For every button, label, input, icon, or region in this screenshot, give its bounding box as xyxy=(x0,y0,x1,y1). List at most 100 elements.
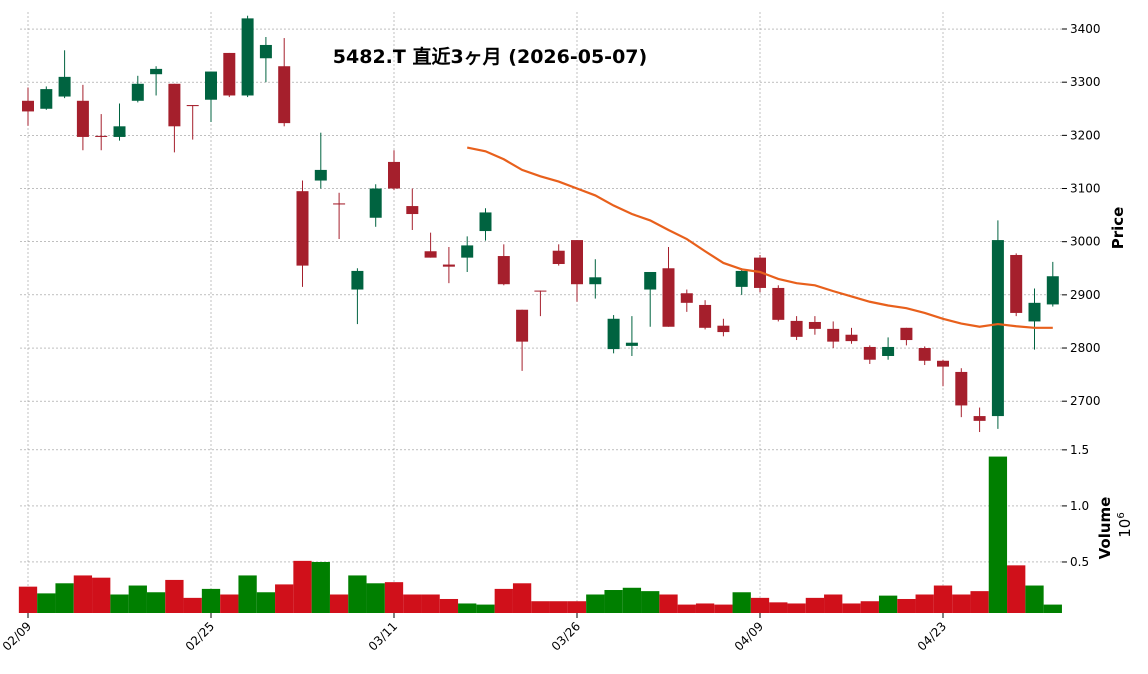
y-tick-label: 2700 xyxy=(1070,394,1101,408)
volume-bar xyxy=(988,456,1008,613)
volume-bar xyxy=(933,585,953,613)
volume-bar xyxy=(37,593,56,613)
volume-bar xyxy=(805,597,825,613)
y2-tick-label: 0.5 xyxy=(1070,555,1089,569)
y2-tick-label: 1.0 xyxy=(1070,499,1089,513)
volume-bar xyxy=(915,594,934,613)
y-tick-label: 3000 xyxy=(1070,235,1101,249)
candle-body xyxy=(442,264,455,267)
volume-bar xyxy=(1025,585,1044,613)
volume-bar xyxy=(311,561,330,613)
candle-body xyxy=(955,371,968,406)
candle-body xyxy=(607,318,620,350)
candle-body xyxy=(406,206,419,215)
volume-bar xyxy=(384,582,404,613)
candle-body xyxy=(424,251,437,258)
volume-bar xyxy=(201,588,221,613)
candle-body xyxy=(113,126,126,137)
candle-body xyxy=(351,270,364,290)
candle-body xyxy=(680,293,693,303)
volume-bar xyxy=(476,604,495,613)
candle-body xyxy=(735,270,748,287)
candle-body xyxy=(205,71,217,100)
candle-body xyxy=(388,161,400,189)
volume-bar xyxy=(494,588,513,613)
candle-body xyxy=(223,52,236,96)
volume-bar xyxy=(348,575,367,613)
x-tick-label: 02/09 xyxy=(0,619,34,653)
volume-bar xyxy=(1007,565,1026,613)
volume-bar xyxy=(567,601,587,613)
volume-bar xyxy=(878,595,898,613)
volume-bar xyxy=(970,591,989,613)
volume-bar xyxy=(787,603,806,613)
volume-bar xyxy=(714,604,733,613)
volume-bar xyxy=(128,585,147,613)
candle-body xyxy=(369,188,382,218)
candle-body xyxy=(827,328,840,342)
volume-bar xyxy=(165,579,184,613)
volume-bar xyxy=(275,584,294,613)
volume-bar xyxy=(18,586,38,613)
candle-body xyxy=(973,416,986,421)
candle-body xyxy=(644,271,657,290)
candle-body xyxy=(991,240,1004,417)
volume-bar xyxy=(641,591,660,613)
volume-bar xyxy=(531,601,550,613)
offset-exponent: 6 xyxy=(1116,512,1127,518)
volume-bar xyxy=(695,603,715,613)
volume-bar xyxy=(73,575,93,613)
volume-bar xyxy=(220,594,239,613)
x-tick-label: 02/25 xyxy=(183,619,217,653)
volume-bar xyxy=(293,560,312,613)
moving-average-line xyxy=(466,146,1053,329)
y-tick-label: 2800 xyxy=(1070,341,1101,355)
volume-bar xyxy=(659,594,678,613)
chart-title: 5482.T 直近3ヶ月 (2026-05-07) xyxy=(333,45,647,68)
volume-bar xyxy=(55,583,74,613)
candle-body xyxy=(808,321,821,329)
y-tick-label: 3400 xyxy=(1070,22,1101,36)
volume-bar xyxy=(769,602,788,613)
candle-body xyxy=(863,346,876,360)
volume-bar xyxy=(586,594,605,613)
volume-bar xyxy=(403,594,422,613)
candle-body xyxy=(845,334,858,342)
volume-bar xyxy=(458,603,477,613)
volume-bar xyxy=(622,587,642,613)
x-tick-label: 04/23 xyxy=(915,619,949,653)
y2-tick-label: 1.5 xyxy=(1070,443,1089,457)
candle-body xyxy=(772,287,785,320)
candle-body xyxy=(131,83,144,101)
y-tick-label: 2900 xyxy=(1070,288,1101,302)
candle-body xyxy=(571,240,583,285)
volume-bar xyxy=(256,592,276,613)
candle-body xyxy=(479,212,492,232)
volume-bar xyxy=(421,594,440,613)
volume-bar xyxy=(732,592,751,613)
x-tick-label: 03/11 xyxy=(366,619,400,653)
candle-body xyxy=(259,44,272,59)
candle-body xyxy=(790,320,803,337)
volume-bar xyxy=(860,601,879,613)
volume-bar xyxy=(677,604,696,613)
volume-bar xyxy=(512,583,532,613)
offset-base: 10 xyxy=(1116,519,1134,538)
x-tick-label: 04/09 xyxy=(732,619,766,653)
candle-body xyxy=(625,342,638,346)
candle-body xyxy=(552,250,565,265)
candle-body xyxy=(937,360,949,367)
candle-body xyxy=(882,346,895,356)
y-tick-label: 3100 xyxy=(1070,182,1101,196)
candle-body xyxy=(95,135,108,137)
volume-bar xyxy=(897,598,916,613)
candle-body xyxy=(186,105,199,107)
candle-body xyxy=(918,348,931,361)
volume-bar xyxy=(604,590,623,613)
candle-body xyxy=(717,325,730,333)
candle-body xyxy=(241,18,254,96)
volume-bar xyxy=(1043,604,1062,613)
candle-body xyxy=(497,256,510,285)
candle-body xyxy=(461,245,474,258)
y-tick-label: 3300 xyxy=(1070,75,1101,89)
